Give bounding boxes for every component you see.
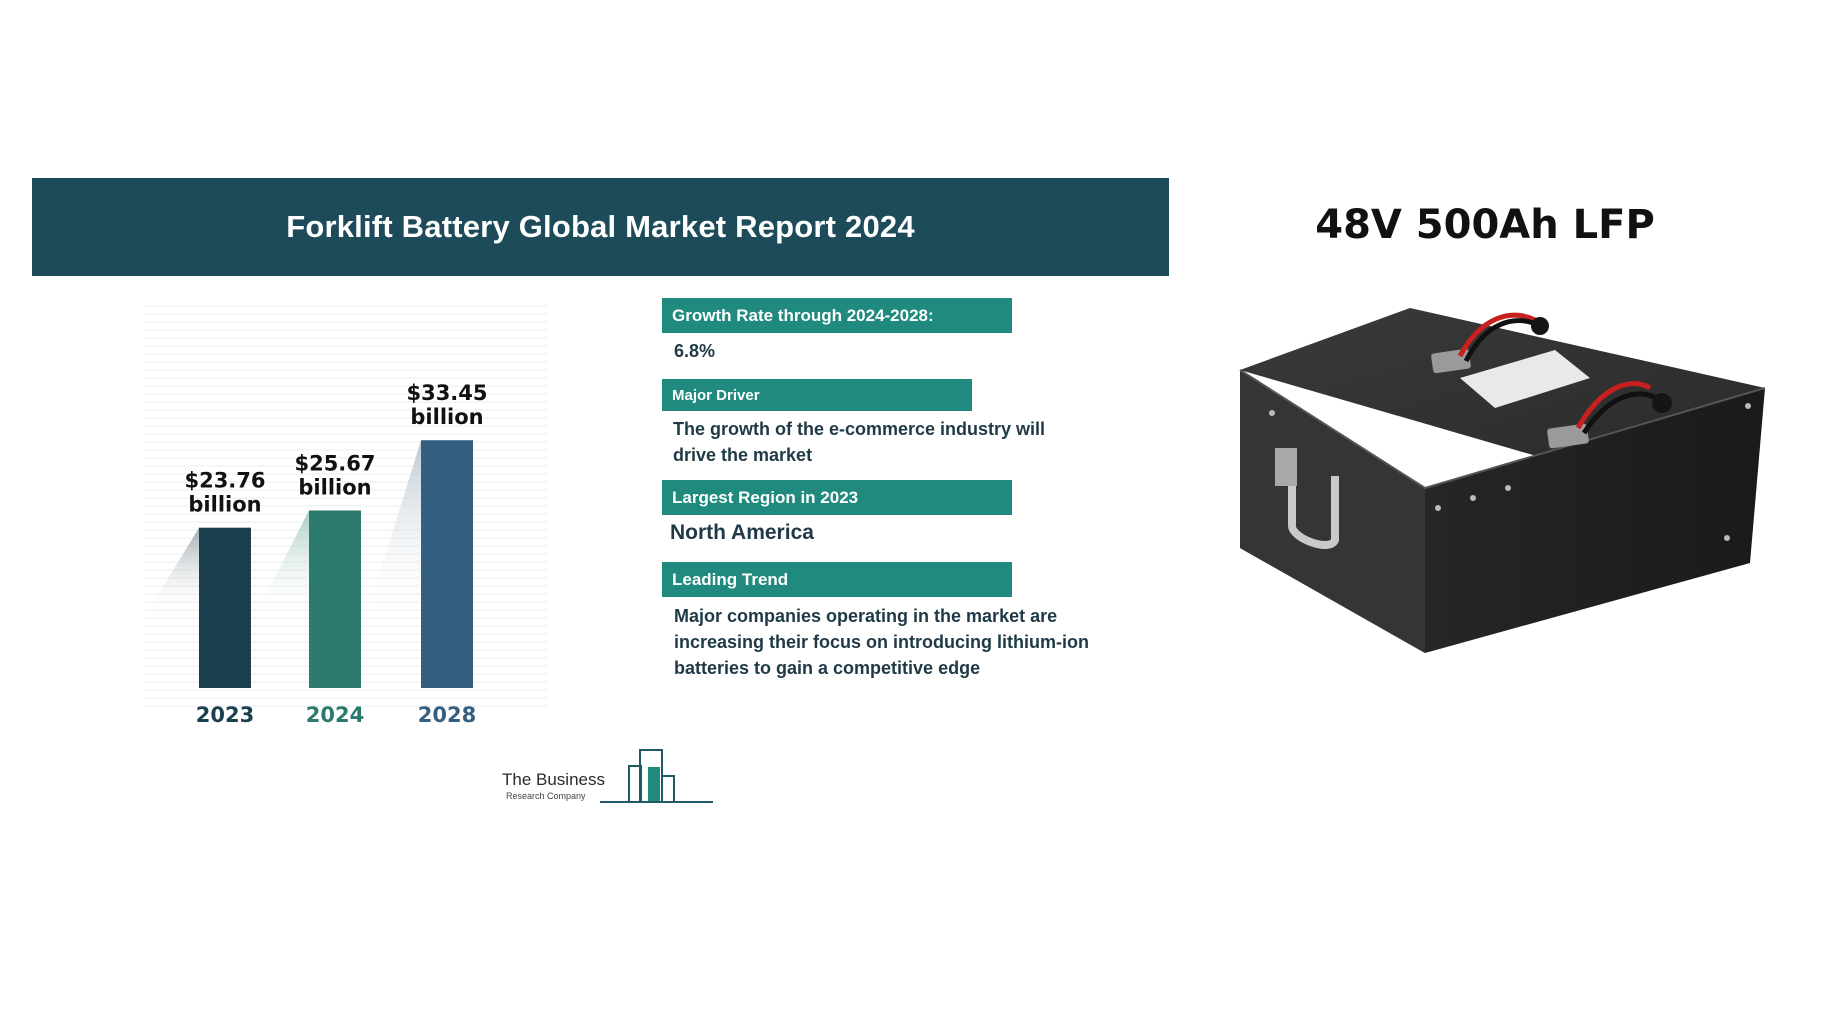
bar-shadow (144, 527, 199, 618)
value-label: billion (188, 493, 261, 517)
battery-image (1239, 308, 1766, 653)
category-label: 2028 (418, 703, 476, 727)
bars (199, 440, 473, 688)
market-report-infographic: Forklift Battery Global Market Report 20… (32, 178, 1169, 818)
value-label: $33.45 (406, 381, 487, 405)
report-header: Forklift Battery Global Market Report 20… (32, 178, 1169, 276)
leading-trend-text: Major companies operating in the market … (674, 606, 1090, 678)
bar-2023 (199, 527, 251, 688)
market-size-bar-chart: $23.76billion$25.67billion$33.45billion … (144, 305, 547, 727)
value-label: billion (298, 475, 371, 499)
major-driver-label: Major Driver (662, 379, 972, 411)
bar-shadow (254, 510, 309, 618)
value-label: $25.67 (294, 451, 375, 475)
category-label: 2023 (196, 703, 254, 727)
value-label: billion (410, 405, 483, 429)
value-label: $23.76 (184, 469, 265, 493)
largest-region-value: North America (670, 521, 814, 544)
growth-rate-value: 6.8% (674, 341, 716, 361)
company-logo: The Business Research Company (500, 748, 720, 828)
category-label: 2024 (306, 703, 364, 727)
logo-building-icon (600, 749, 713, 803)
product-panel: 48V 500Ah LFP (1180, 178, 1812, 808)
leading-trend-label: Leading Trend (662, 562, 1012, 597)
logo-subtitle: Research Company (506, 791, 586, 801)
product-title: 48V 500Ah LFP (1315, 202, 1655, 248)
major-driver-text: The growth of the e-commerce industry wi… (673, 419, 1046, 465)
growth-rate-label: Growth Rate through 2024-2028: (662, 298, 1012, 333)
report-title: Forklift Battery Global Market Report 20… (286, 209, 915, 244)
logo-name: The Business (502, 770, 605, 789)
category-labels: 2023 2024 2028 (196, 703, 476, 727)
bar-2028 (421, 440, 473, 688)
chart-gridlines (145, 305, 547, 707)
largest-region-label: Largest Region in 2023 (662, 480, 1012, 515)
bar-2024 (309, 510, 361, 688)
bar-shadows (144, 440, 421, 618)
